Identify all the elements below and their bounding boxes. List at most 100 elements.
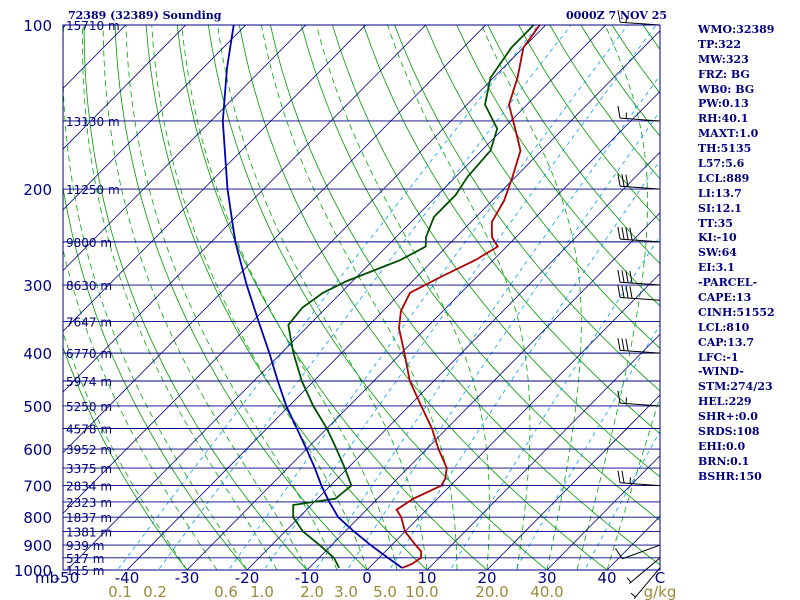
wind-barb bbox=[615, 544, 661, 560]
moist-adiabat bbox=[387, 25, 531, 570]
wind-barb-half-flag bbox=[626, 577, 632, 583]
height-label: 2323 m bbox=[66, 496, 112, 510]
height-label: 939 m bbox=[66, 539, 104, 553]
wind-barb-flag bbox=[625, 338, 629, 351]
index-item: CAPE:13 bbox=[698, 291, 752, 305]
index-item: -PARCEL- bbox=[698, 276, 758, 290]
wind-barb-flag bbox=[617, 470, 621, 483]
index-item: KI:-10 bbox=[698, 231, 737, 245]
height-label: 8630 m bbox=[66, 279, 112, 293]
temperature-tick-label: -10 bbox=[295, 569, 320, 587]
wind-barb-flag bbox=[617, 105, 621, 119]
height-label: 517 m bbox=[66, 552, 104, 566]
wind-barb-flag bbox=[621, 270, 625, 283]
wind-barb-staff bbox=[629, 557, 661, 584]
isotherm bbox=[63, 25, 247, 211]
wind-barb-staff bbox=[620, 117, 661, 122]
temperature-tick-label: 0 bbox=[362, 569, 372, 587]
wind-barb-flag bbox=[629, 227, 633, 241]
dry-adiabat bbox=[145, 25, 428, 570]
pressure-tick-label: 600 bbox=[23, 441, 52, 459]
wind-barb-staff bbox=[620, 349, 661, 354]
height-label: 3375 m bbox=[66, 462, 112, 476]
mixing-ratio-line bbox=[228, 25, 629, 570]
index-item: WMO:32389 bbox=[698, 23, 775, 36]
dry-adiabat bbox=[456, 25, 660, 307]
moist-adiabat bbox=[261, 25, 458, 570]
wind-barb-flag bbox=[625, 174, 629, 187]
mixing-ratio-unit-label: g/kg bbox=[644, 583, 677, 600]
index-item: TT:35 bbox=[698, 216, 733, 230]
wind-barb-staff bbox=[633, 567, 661, 599]
sounding-series bbox=[221, 25, 541, 569]
isotherm bbox=[63, 25, 487, 454]
pressure-tick-label: 100 bbox=[23, 17, 52, 35]
wind-barb-flag bbox=[617, 338, 621, 351]
index-item: SI:12.1 bbox=[698, 201, 742, 215]
index-item: SW:64 bbox=[698, 246, 737, 260]
pressure-tick-label: 1000 bbox=[14, 562, 52, 580]
mixing-ratio-label: 0.6 bbox=[214, 583, 238, 600]
mixing-ratio-line bbox=[388, 159, 660, 570]
wind-barb bbox=[617, 285, 661, 301]
pressure-tick-label: 300 bbox=[23, 277, 52, 295]
mixing-ratio-line bbox=[346, 110, 660, 570]
wind-barb bbox=[617, 174, 661, 190]
dry-adiabat bbox=[238, 25, 608, 570]
pressure-tick-label: 700 bbox=[23, 478, 52, 496]
isotherm bbox=[63, 25, 187, 150]
plot-frame bbox=[62, 24, 661, 571]
chart-time: 0000Z 7 NOV 25 bbox=[566, 9, 668, 22]
index-item: STM:274/23 bbox=[698, 380, 773, 394]
wind-barb-flag bbox=[625, 270, 629, 283]
wind-barb-flag bbox=[617, 226, 621, 240]
index-item: MAXT:1.0 bbox=[698, 127, 759, 141]
isotherm bbox=[63, 25, 427, 393]
mixing-ratio-line bbox=[315, 74, 660, 570]
mixing-ratio-label: 0.1 bbox=[108, 583, 132, 600]
wind-barb-flag bbox=[617, 9, 621, 23]
index-item: CINH:51552 bbox=[698, 305, 775, 319]
height-label: 13130 m bbox=[66, 115, 120, 129]
temperature-tick-label: 20 bbox=[477, 569, 496, 587]
height-label: 1837 m bbox=[66, 511, 112, 525]
mixing-ratio-line bbox=[584, 430, 660, 570]
wind-barb bbox=[617, 338, 661, 354]
wind-barb-flag bbox=[625, 285, 629, 299]
mixing-ratio-line bbox=[157, 25, 572, 570]
mixing-ratio-label: 3.0 bbox=[334, 583, 358, 600]
height-label: 7647 m bbox=[66, 316, 112, 330]
moist-adiabat bbox=[316, 25, 490, 570]
chart-title: 72389 (32389) Sounding bbox=[68, 9, 222, 22]
dry-adiabat bbox=[63, 346, 188, 570]
height-label: 4578 m bbox=[66, 422, 112, 436]
wind-barb bbox=[626, 557, 661, 584]
wind-barb bbox=[617, 226, 661, 243]
index-item: LCL:810 bbox=[698, 320, 750, 334]
index-item: LFC:-1 bbox=[698, 350, 739, 364]
index-item: FRZ: BG bbox=[698, 67, 750, 81]
index-item: PW:0.13 bbox=[698, 97, 749, 111]
wind-barb-flag bbox=[621, 174, 625, 187]
wind-barb-flag bbox=[617, 174, 621, 187]
wind-barb-staff bbox=[622, 544, 661, 560]
dewpoint-line bbox=[287, 25, 535, 569]
height-label: 3952 m bbox=[66, 443, 112, 457]
index-item: TP:322 bbox=[698, 37, 742, 51]
mixing-ratio-label: 1.0 bbox=[250, 583, 274, 600]
wind-barb-flag bbox=[629, 270, 633, 284]
height-label: 5250 m bbox=[66, 400, 112, 414]
dry-adiabat bbox=[487, 25, 660, 265]
height-label: 9800 m bbox=[66, 236, 112, 250]
dry-adiabat bbox=[270, 25, 660, 566]
pressure-tick-label: 200 bbox=[23, 181, 52, 199]
temperature-tick-label: -30 bbox=[175, 569, 200, 587]
index-item: TH:5135 bbox=[698, 142, 752, 156]
index-item: BSHR:150 bbox=[698, 469, 762, 483]
wind-barb-flag bbox=[615, 548, 623, 560]
dry-adiabat bbox=[425, 25, 660, 349]
temperature-tick-label: 10 bbox=[417, 569, 436, 587]
wind-barb-flag bbox=[621, 338, 625, 351]
